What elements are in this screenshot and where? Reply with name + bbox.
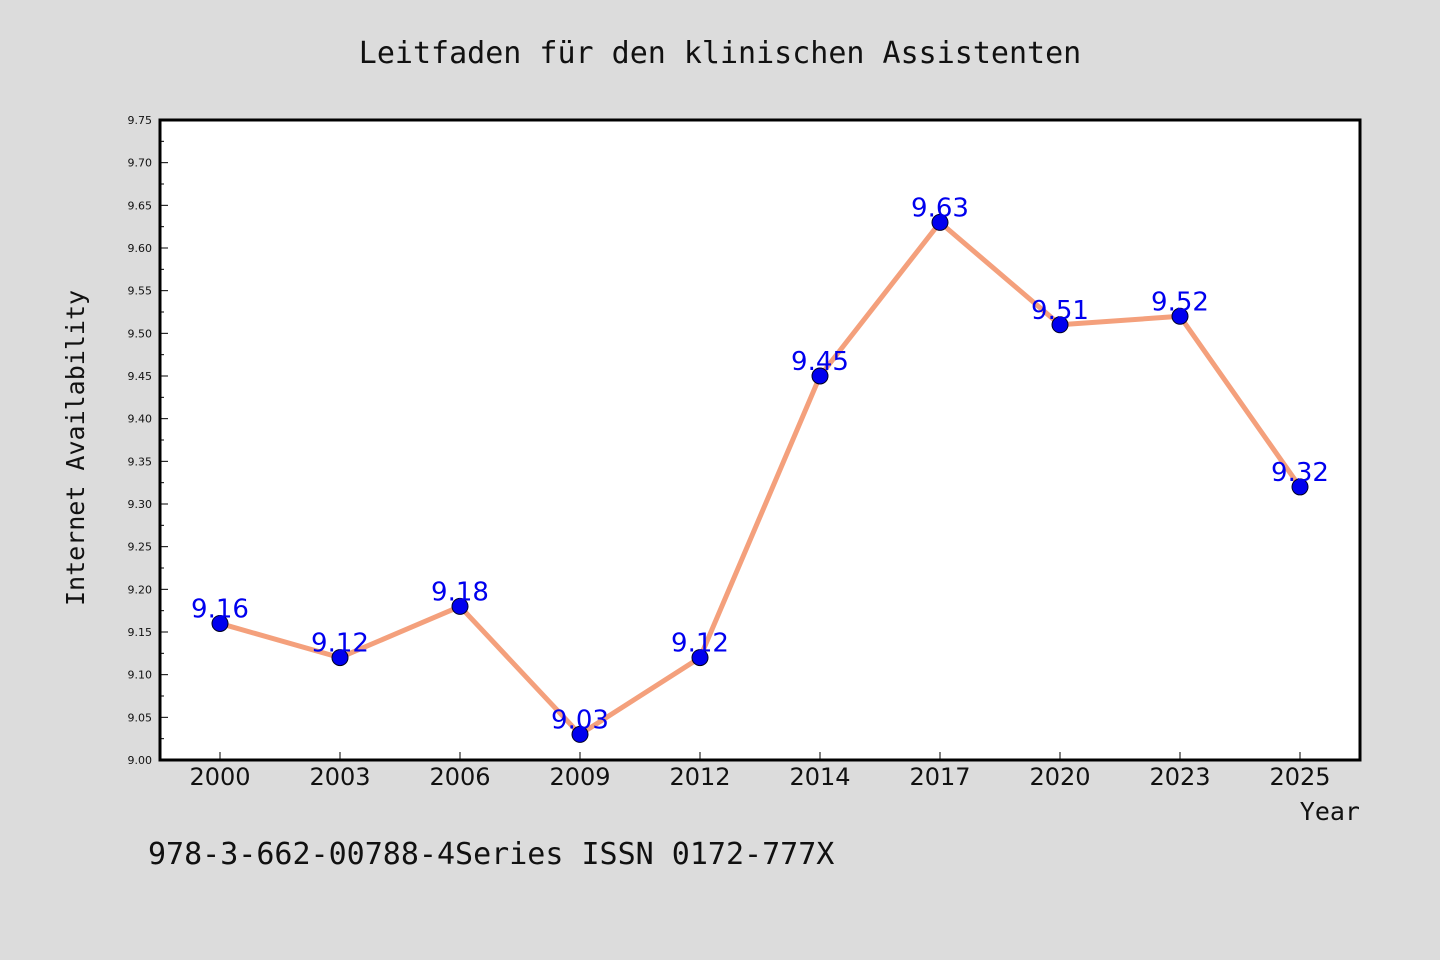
x-axis: 2000 2003 2006 2009 2012 2014 2017 2020 2023 2025 <box>189 752 1331 791</box>
data-label: 9.32 <box>1271 458 1329 488</box>
y-tick-label: 9.30 <box>128 498 153 511</box>
data-label: 9.63 <box>911 193 969 223</box>
x-axis-label: Year <box>1300 797 1360 826</box>
y-tick-label: 9.75 <box>128 114 153 127</box>
x-tick-label: 2020 <box>1029 763 1090 791</box>
data-label: 9.16 <box>191 594 249 624</box>
chart-title: Leitfaden für den klinischen Assistenten <box>359 36 1081 71</box>
data-point <box>331 649 349 667</box>
x-tick-label: 2003 <box>309 763 370 791</box>
series-layer <box>211 213 1309 743</box>
y-tick-label: 9.20 <box>128 583 153 596</box>
x-tick-label: 2017 <box>909 763 970 791</box>
data-point <box>1171 307 1189 325</box>
y-tick-label: 9.05 <box>128 711 153 724</box>
x-tick-label: 2000 <box>189 763 250 791</box>
x-tick-label: 2014 <box>789 763 850 791</box>
data-label: 9.12 <box>671 629 729 659</box>
y-tick-label: 9.55 <box>128 285 153 298</box>
y-tick-label: 9.00 <box>128 754 153 767</box>
y-tick-label: 9.35 <box>128 455 153 468</box>
data-point <box>451 597 469 615</box>
data-point <box>571 725 589 743</box>
data-point <box>691 649 709 667</box>
y-tick-label: 9.50 <box>128 327 153 340</box>
y-axis-label: Internet Availability <box>61 290 90 606</box>
y-tick-label: 9.70 <box>128 157 153 170</box>
data-point <box>931 213 949 231</box>
footer-text: 978-3-662-00788-4Series ISSN 0172-777X <box>148 837 834 872</box>
y-tick-label: 9.60 <box>128 242 153 255</box>
y-axis: 9.00 9.05 9.10 9.15 9.20 9.25 9.30 9.35 9.40 9.45… <box>128 114 168 767</box>
x-tick-label: 2009 <box>549 763 610 791</box>
y-tick-label: 9.10 <box>128 669 153 682</box>
y-tick-label: 9.25 <box>128 541 153 554</box>
data-label: 9.45 <box>791 347 849 377</box>
x-tick-label: 2025 <box>1269 763 1330 791</box>
data-label: 9.03 <box>551 705 609 735</box>
series-line <box>217 219 1303 737</box>
data-label: 9.51 <box>1031 296 1089 326</box>
data-label: 9.12 <box>311 629 369 659</box>
y-tick-label: 9.65 <box>128 199 153 212</box>
data-point <box>1291 478 1309 496</box>
y-tick-label: 9.40 <box>128 413 153 426</box>
data-point <box>211 614 229 632</box>
x-tick-label: 2023 <box>1149 763 1210 791</box>
y-tick-label: 9.45 <box>128 370 153 383</box>
data-point <box>1051 316 1069 334</box>
x-tick-label: 2012 <box>669 763 730 791</box>
plot-area <box>158 118 1362 762</box>
x-tick-label: 2006 <box>429 763 490 791</box>
data-label: 9.52 <box>1151 287 1209 317</box>
data-label: 9.18 <box>431 577 489 607</box>
data-point <box>811 367 829 385</box>
data-labels: 9.16 9.12 9.18 9.03 9.12 9.45 9.63 9.51 9.52 9.32 <box>191 193 1329 735</box>
y-tick-label: 9.15 <box>128 626 153 639</box>
